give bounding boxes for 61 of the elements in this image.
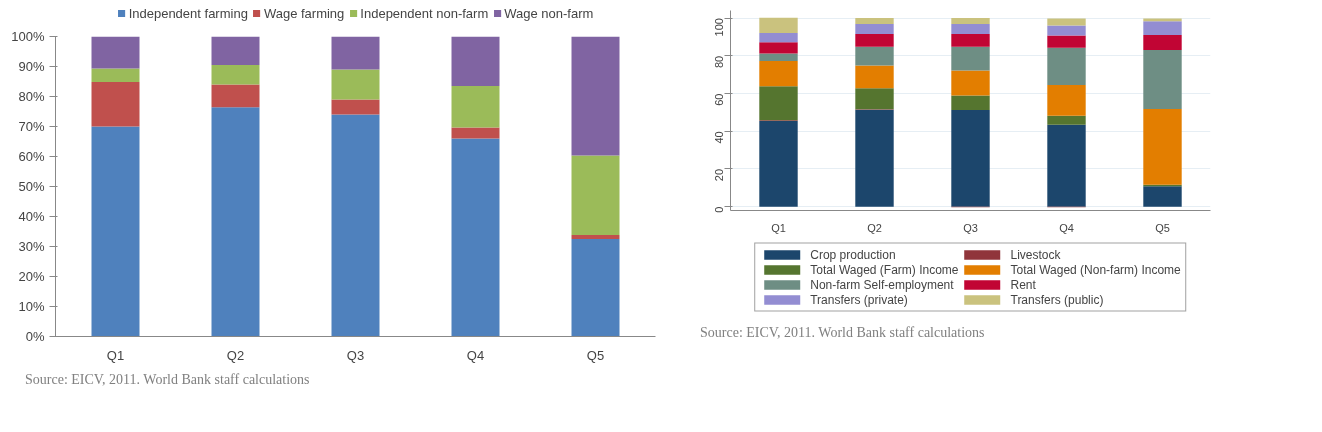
bar: [451, 138, 500, 337]
legend-label: Wage farming: [263, 5, 345, 21]
x-tick-label: Q2: [226, 347, 245, 363]
bar: [211, 65, 260, 85]
bar: [451, 86, 500, 128]
bar: [211, 107, 260, 337]
bar: [91, 126, 140, 337]
bar: [331, 36, 380, 70]
y-tick-label: 0: [713, 206, 726, 213]
legend-label: Rent: [1010, 277, 1036, 292]
source-note: Source: EICV, 2011. World Bank staff calculations: [25, 371, 310, 389]
bar: [571, 239, 620, 337]
legend-label: Non-farm Self-employment: [810, 277, 954, 292]
x-tick-label: Q4: [1059, 221, 1074, 234]
y-tick-label: 80%: [18, 89, 45, 104]
y-tick-label: 50%: [18, 179, 45, 194]
source-note: Source: EICV, 2011. World Bank staff calculations: [700, 324, 985, 342]
legend-label: Independent non-farm: [360, 5, 489, 21]
y-tick-label: 100: [713, 18, 726, 37]
y-tick-label: 20%: [18, 269, 45, 284]
y-tick-label: 40%: [18, 209, 45, 224]
legend-label: Crop production: [810, 247, 896, 262]
y-tick-label: 60: [713, 93, 726, 106]
y-tick-label: 10%: [18, 299, 45, 314]
x-tick-label: Q1: [106, 347, 125, 363]
y-tick-label: 70%: [18, 119, 45, 134]
legend-label: Transfers (public): [1010, 292, 1104, 307]
y-tick-label: 60%: [18, 149, 45, 164]
legend-label: Wage non-farm: [504, 5, 594, 21]
bar: [91, 68, 140, 83]
x-tick-label: Q5: [586, 347, 605, 363]
y-tick-label: 90%: [18, 59, 45, 74]
x-tick-label: Q3: [963, 221, 978, 234]
bar: [331, 99, 380, 115]
y-tick-label: 40: [713, 131, 726, 144]
bar: [331, 114, 380, 337]
bar: [571, 155, 620, 236]
legend-label: Transfers (private): [810, 292, 908, 307]
y-tick-label: 0%: [25, 329, 45, 344]
y-tick-label: 30%: [18, 239, 45, 254]
x-tick-label: Q1: [771, 221, 786, 234]
bar: [331, 69, 380, 100]
x-tick-label: Q4: [466, 347, 485, 363]
y-tick-label: 20: [713, 168, 726, 182]
bar: [211, 84, 260, 108]
bar: [571, 235, 620, 239]
bar: [451, 36, 500, 86]
x-tick-label: Q5: [1155, 221, 1170, 234]
bar: [571, 36, 620, 156]
bar: [451, 127, 500, 139]
x-tick-label: Q2: [867, 221, 882, 234]
legend-label: Total Waged (Non-farm) Income: [1010, 262, 1181, 277]
bar: [91, 36, 140, 69]
legend-label: Independent farming: [128, 5, 248, 21]
y-tick-label: 80: [713, 55, 726, 69]
bar: [211, 36, 260, 65]
bar: [91, 82, 140, 127]
y-tick-label: 100%: [11, 29, 45, 44]
legend-label: Total Waged (Farm) Income: [810, 262, 959, 277]
legend-label: Livestock: [1010, 247, 1061, 262]
x-tick-label: Q3: [346, 347, 365, 363]
